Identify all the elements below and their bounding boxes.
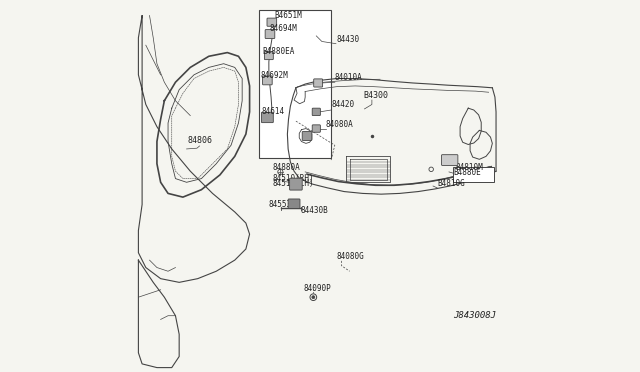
Text: 84694M: 84694M bbox=[270, 24, 298, 33]
Text: 84510(RH): 84510(RH) bbox=[273, 174, 314, 183]
Text: B4880E: B4880E bbox=[453, 168, 481, 177]
Text: 84511(LH): 84511(LH) bbox=[273, 179, 314, 188]
Text: 84090P: 84090P bbox=[303, 283, 331, 292]
FancyBboxPatch shape bbox=[302, 132, 312, 140]
Text: 84553: 84553 bbox=[268, 201, 291, 209]
Text: 84080G: 84080G bbox=[337, 252, 364, 262]
FancyBboxPatch shape bbox=[288, 199, 300, 209]
FancyBboxPatch shape bbox=[265, 30, 275, 38]
Text: 84692M: 84692M bbox=[260, 71, 289, 80]
Text: B4810M: B4810M bbox=[455, 163, 483, 172]
FancyBboxPatch shape bbox=[312, 125, 321, 132]
Text: J843008J: J843008J bbox=[453, 311, 496, 320]
FancyBboxPatch shape bbox=[267, 18, 276, 26]
Text: 84080A: 84080A bbox=[325, 120, 353, 129]
Text: B4810G: B4810G bbox=[438, 179, 466, 188]
FancyBboxPatch shape bbox=[262, 112, 273, 123]
Text: B4300: B4300 bbox=[364, 91, 388, 100]
FancyBboxPatch shape bbox=[290, 178, 302, 190]
FancyBboxPatch shape bbox=[262, 76, 272, 85]
FancyBboxPatch shape bbox=[314, 79, 323, 87]
FancyBboxPatch shape bbox=[312, 108, 321, 116]
Bar bbox=[453, 167, 494, 182]
Text: 84880A: 84880A bbox=[273, 163, 300, 173]
Text: 84430B: 84430B bbox=[301, 206, 328, 215]
Text: 84614: 84614 bbox=[262, 108, 285, 116]
Bar bbox=[259, 10, 331, 158]
Text: 84430: 84430 bbox=[337, 35, 360, 44]
Circle shape bbox=[312, 296, 315, 299]
Text: 84806: 84806 bbox=[187, 137, 212, 145]
Text: B4651M: B4651M bbox=[275, 12, 303, 20]
FancyBboxPatch shape bbox=[442, 155, 458, 166]
Text: B4880EA: B4880EA bbox=[262, 47, 295, 56]
Text: 84010A: 84010A bbox=[335, 73, 363, 82]
Text: 84420: 84420 bbox=[331, 100, 355, 109]
FancyBboxPatch shape bbox=[264, 51, 273, 60]
